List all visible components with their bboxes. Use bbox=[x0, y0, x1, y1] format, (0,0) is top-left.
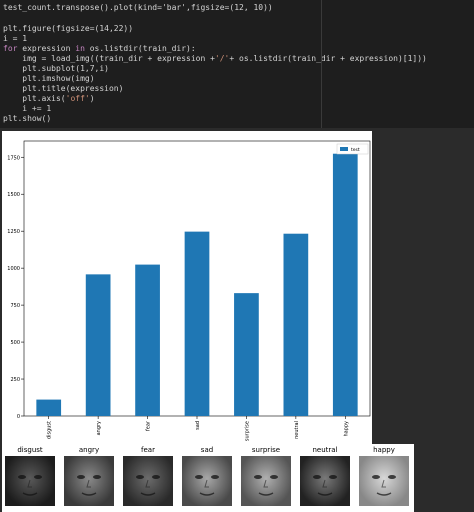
face-sketch-icon bbox=[372, 475, 396, 496]
face-title-fear: fear bbox=[141, 446, 155, 454]
legend-box bbox=[336, 143, 369, 155]
face-title-neutral: neutral bbox=[312, 446, 338, 454]
face-image-neutral bbox=[300, 456, 350, 506]
y-tick-label: 500 bbox=[10, 340, 20, 346]
x-tick-label: fear bbox=[146, 420, 152, 431]
face-image-happy bbox=[359, 456, 409, 506]
code-line-11: i += 1 bbox=[3, 104, 52, 113]
face-image-sad bbox=[182, 456, 232, 506]
legend-swatch bbox=[340, 147, 348, 151]
y-tick-label: 1500 bbox=[7, 192, 20, 198]
y-tick-label: 1000 bbox=[7, 266, 20, 272]
y-tick-label: 0 bbox=[17, 414, 20, 420]
code-line-9: plt.title(expression) bbox=[3, 84, 124, 93]
face-sketch-icon bbox=[195, 475, 219, 496]
x-tick-label: angry bbox=[96, 421, 102, 435]
face-title-angry: angry bbox=[78, 446, 100, 454]
code-line-12: plt.show() bbox=[3, 114, 52, 123]
y-tick-label: 250 bbox=[10, 377, 20, 383]
face-image-fear bbox=[123, 456, 173, 506]
code-line-10: plt.axis('off') bbox=[3, 94, 95, 103]
bar-angry bbox=[85, 274, 111, 416]
face-title-happy: happy bbox=[373, 446, 395, 454]
code-line-6: img = load_img((train_dir + expression +… bbox=[3, 54, 427, 63]
bar-fear bbox=[135, 264, 160, 416]
x-tick-label: sad bbox=[195, 421, 201, 430]
face-title-disgust: disgust bbox=[17, 446, 43, 454]
face-sketch-icon bbox=[77, 475, 101, 496]
face-image-disgust bbox=[5, 456, 55, 506]
x-tick-label: disgust bbox=[47, 421, 53, 439]
bar-chart: 0 250 500 750 1000 1250 1500 1750 disgust angry fe… bbox=[7, 140, 371, 441]
face-sketch-icon bbox=[18, 475, 42, 496]
bar-surprise bbox=[234, 293, 259, 416]
code-line-3: plt.figure(figsize=(14,22)) bbox=[3, 24, 134, 33]
face-sketch-icon bbox=[254, 475, 278, 496]
code-line-4: i = 1 bbox=[3, 34, 28, 43]
bar-neutral bbox=[283, 233, 309, 416]
y-tick-label: 1250 bbox=[7, 229, 20, 235]
code-line-5: for expression in os.listdir(train_dir): bbox=[3, 44, 196, 53]
bar-disgust bbox=[36, 399, 62, 416]
y-tick-label: 750 bbox=[10, 303, 20, 309]
x-tick-label: surprise bbox=[244, 421, 250, 441]
bar-happy bbox=[332, 153, 358, 416]
bar-chart-panel: 0 250 500 750 1000 1250 1500 1750 disgust angry fe… bbox=[2, 131, 372, 444]
faces-panel: disgust angry fear sad surprise neutral happy bbox=[2, 444, 414, 512]
y-tick-label: 1750 bbox=[7, 155, 20, 161]
code-line-1: test_count.transpose().plot(kind='bar',f… bbox=[3, 3, 273, 12]
face-image-surprise bbox=[241, 456, 291, 506]
face-image-angry bbox=[64, 456, 114, 506]
face-title-surprise: surprise bbox=[251, 446, 281, 454]
face-sketch-icon bbox=[136, 475, 160, 496]
code-line-7: plt.subplot(1,7,i) bbox=[3, 64, 109, 73]
bar-sad bbox=[184, 231, 210, 416]
code-line-8: plt.imshow(img) bbox=[3, 74, 95, 83]
x-tick-label: happy bbox=[343, 421, 349, 437]
code-cell[interactable]: test_count.transpose().plot(kind='bar',f… bbox=[0, 0, 474, 128]
face-title-sad: sad bbox=[200, 446, 214, 454]
face-sketch-icon bbox=[313, 475, 337, 496]
legend-label: test bbox=[351, 147, 360, 153]
code-divider bbox=[321, 0, 322, 128]
x-tick-label: neutral bbox=[294, 421, 300, 439]
